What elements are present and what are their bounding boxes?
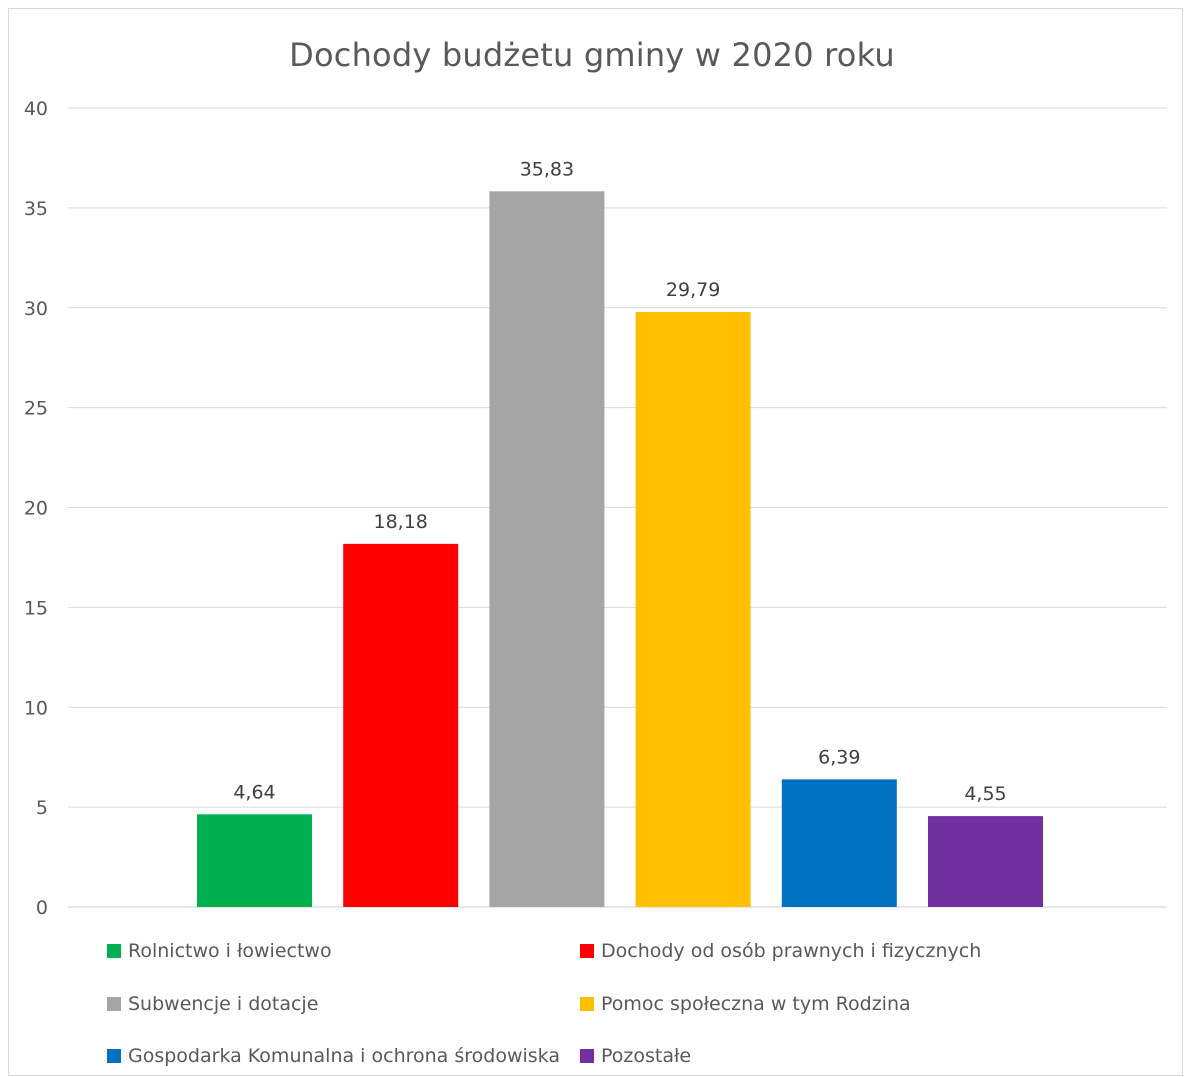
y-tick-label: 15 <box>24 597 48 619</box>
legend-label: Pozostałe <box>601 1045 692 1067</box>
y-tick-label: 5 <box>36 797 48 819</box>
data-label: 18,18 <box>373 511 427 533</box>
data-label: 29,79 <box>666 279 720 301</box>
legend-swatch <box>107 1049 121 1063</box>
y-tick-label: 0 <box>36 897 48 919</box>
legend-item: Rolnictwo i łowiectwo <box>107 940 332 962</box>
legend-label: Subwencje i dotacje <box>128 993 319 1015</box>
y-tick-label: 10 <box>24 697 48 719</box>
data-label: 4,64 <box>233 781 275 803</box>
legend-item: Pozostałe <box>580 1045 691 1067</box>
legend-swatch <box>107 997 121 1011</box>
data-label: 35,83 <box>520 158 574 180</box>
legend-item: Dochody od osób prawnych i fizycznych <box>580 940 981 962</box>
bar-3 <box>489 191 605 907</box>
bar-5 <box>781 779 897 907</box>
chart-title: Dochody budżetu gminy w 2020 roku <box>289 36 895 74</box>
legend-item: Subwencje i dotacje <box>107 993 318 1015</box>
legend-swatch <box>580 1049 594 1063</box>
legend-swatch <box>107 944 121 958</box>
bar-1 <box>197 814 312 907</box>
y-tick-label: 30 <box>24 298 48 320</box>
legend-item: Gospodarka Komunalna i ochrona środowisk… <box>107 1045 560 1067</box>
bars <box>197 191 1043 907</box>
y-axis-ticks: 0 5 10 15 20 25 30 35 40 <box>24 98 48 919</box>
legend-label: Rolnictwo i łowiectwo <box>128 940 332 962</box>
bar-2 <box>343 543 459 907</box>
legend-item: Pomoc społeczna w tym Rodzina <box>580 993 911 1015</box>
bar-4 <box>635 311 751 907</box>
bar-6 <box>928 816 1043 907</box>
y-tick-label: 35 <box>24 198 48 220</box>
legend-label: Gospodarka Komunalna i ochrona środowisk… <box>128 1045 560 1067</box>
gridlines <box>68 107 1167 908</box>
y-tick-label: 25 <box>24 398 48 420</box>
legend-label: Dochody od osób prawnych i fizycznych <box>601 940 982 962</box>
legend-swatch <box>580 997 594 1011</box>
data-label: 4,55 <box>964 783 1006 805</box>
data-label: 6,39 <box>818 746 860 768</box>
y-tick-label: 40 <box>24 98 48 120</box>
data-labels: 4,64 18,18 35,83 29,79 6,39 4,55 <box>233 158 1006 805</box>
legend-swatch <box>580 944 594 958</box>
legend-label: Pomoc społeczna w tym Rodzina <box>601 993 911 1015</box>
y-tick-label: 20 <box>24 498 48 520</box>
